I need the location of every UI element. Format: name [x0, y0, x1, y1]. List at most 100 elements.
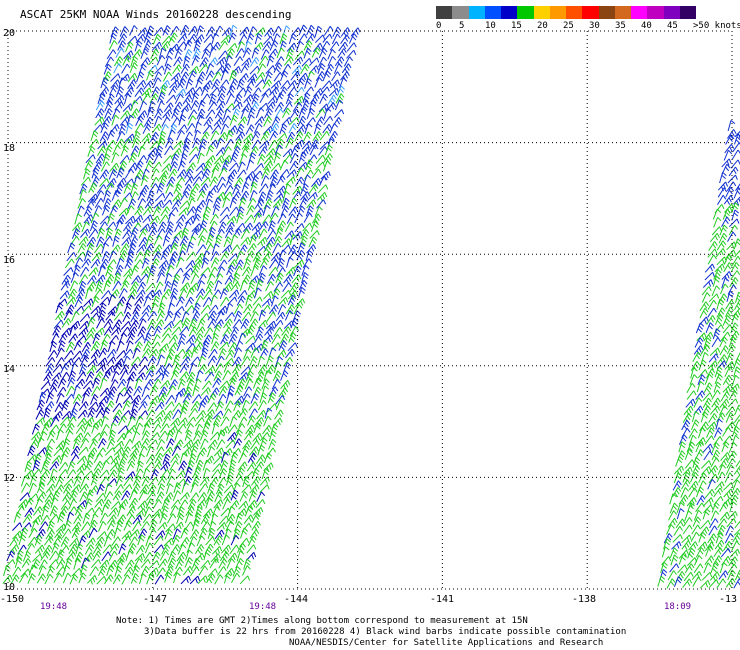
wind-barb	[127, 454, 138, 464]
wind-barb	[115, 558, 125, 569]
wind-barb	[161, 116, 171, 127]
wind-barb	[217, 477, 227, 488]
wind-barb	[159, 175, 168, 186]
wind-barb	[146, 409, 156, 420]
wind-barb	[184, 39, 193, 51]
wind-barb	[84, 460, 94, 471]
wind-barb	[240, 108, 249, 119]
wind-barb	[190, 346, 199, 358]
wind-barb	[195, 326, 206, 336]
wind-barb	[263, 242, 273, 253]
wind-barb	[720, 451, 731, 462]
wind-barb	[123, 302, 133, 314]
wind-barb	[101, 504, 109, 516]
wind-barb	[232, 356, 242, 367]
wind-barb	[308, 236, 318, 248]
wind-barb	[140, 174, 149, 186]
wind-barb	[208, 227, 216, 239]
colorbar-label: 30	[589, 21, 600, 31]
wind-barb	[52, 363, 63, 373]
wind-barb	[711, 226, 722, 236]
wind-barb	[709, 405, 721, 415]
wind-barb	[66, 377, 76, 388]
wind-barb	[270, 206, 280, 217]
wind-barb	[69, 573, 79, 585]
wind-barb	[180, 63, 190, 74]
wind-barb	[257, 364, 268, 375]
wind-barb	[165, 265, 175, 276]
wind-barb	[242, 476, 250, 488]
wind-barb	[153, 71, 162, 83]
wind-barb	[50, 497, 59, 508]
wind-barb	[220, 251, 230, 262]
wind-barb	[683, 517, 693, 527]
wind-barb	[134, 169, 144, 180]
wind-barb	[188, 65, 200, 75]
wind-barb	[720, 331, 731, 342]
wind-barb	[211, 545, 223, 556]
wind-barb	[236, 41, 246, 52]
wind-barb	[695, 390, 706, 400]
wind-barb	[118, 288, 128, 299]
wind-barb	[721, 441, 730, 453]
wind-barb	[61, 447, 71, 458]
wind-barb	[74, 257, 84, 268]
wind-barb	[27, 573, 36, 584]
wind-barb	[116, 130, 126, 142]
wind-barb	[19, 492, 30, 501]
wind-barb	[221, 534, 231, 546]
wind-barb	[286, 169, 297, 178]
wind-barb	[283, 102, 293, 112]
wind-barb	[116, 257, 125, 269]
wind-barb	[18, 499, 29, 509]
wind-barb	[119, 243, 130, 254]
wind-barb	[117, 467, 125, 479]
wind-barb	[203, 290, 213, 300]
wind-barb	[274, 227, 283, 239]
wind-barb	[709, 571, 720, 582]
wind-barb	[129, 319, 139, 330]
wind-barb	[320, 170, 331, 181]
wind-barb	[690, 367, 698, 379]
wind-barb	[199, 57, 209, 68]
wind-barb	[229, 206, 240, 217]
wind-barb	[144, 542, 154, 554]
wind-barb	[78, 572, 87, 584]
wind-barb	[154, 281, 164, 293]
wind-barb	[50, 416, 60, 428]
wind-barb	[725, 412, 735, 423]
wind-barb	[109, 32, 118, 44]
wind-barb	[225, 302, 234, 314]
wind-barb	[288, 33, 297, 45]
wind-barb	[141, 348, 152, 358]
wind-barb	[680, 487, 689, 498]
wind-barb	[126, 251, 135, 263]
wind-barb	[23, 469, 35, 480]
wind-barb	[156, 567, 166, 577]
wind-barb	[101, 204, 111, 216]
wind-barb	[184, 512, 194, 524]
colorbar-swatch	[566, 6, 583, 19]
wind-barb	[186, 542, 196, 553]
wind-barb	[257, 63, 267, 74]
wind-barb	[167, 129, 176, 141]
wind-barb	[188, 146, 199, 156]
wind-barb	[292, 56, 304, 66]
wind-barb	[135, 33, 146, 44]
wind-barb	[255, 454, 266, 465]
wind-barb	[701, 460, 712, 469]
wind-barb	[176, 169, 187, 180]
wind-barb	[60, 281, 71, 291]
wind-barb	[208, 46, 217, 58]
wind-barb	[102, 153, 111, 165]
wind-barb	[212, 410, 224, 420]
wind-barb	[106, 565, 115, 577]
wind-barb	[188, 362, 197, 374]
wind-barb	[298, 286, 306, 298]
wind-barb	[138, 490, 148, 501]
wind-barb	[192, 86, 203, 96]
wind-barb	[222, 408, 232, 419]
wind-barb	[283, 274, 294, 284]
wind-barb	[194, 333, 204, 344]
wind-barb	[713, 436, 723, 446]
